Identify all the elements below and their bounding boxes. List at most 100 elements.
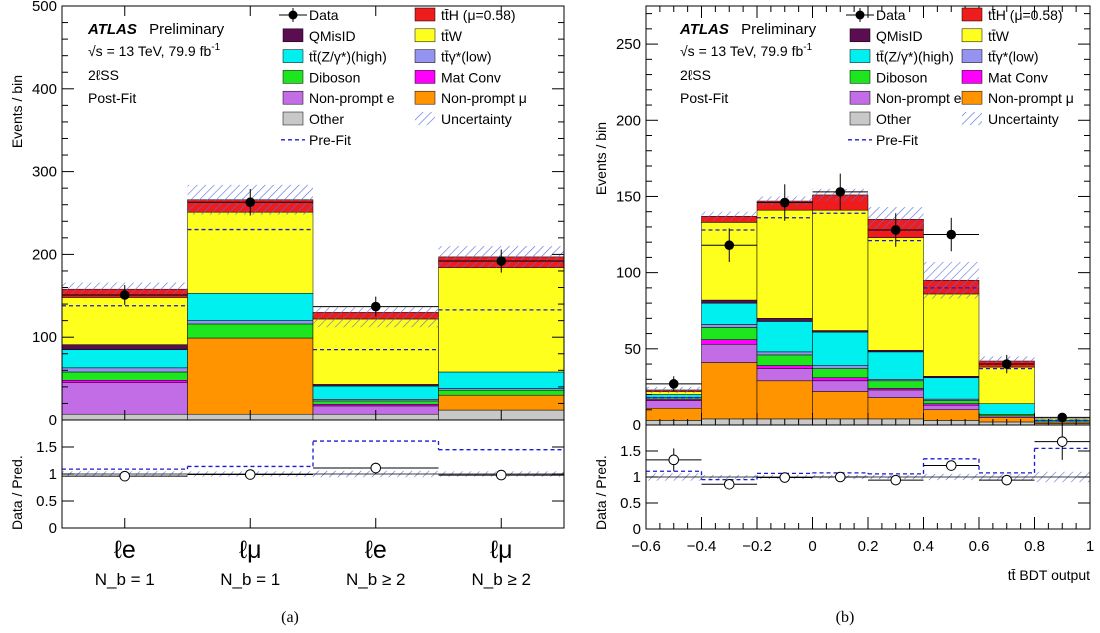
legend-entry-tt-h-0-58: tt̄H (μ=0.58) — [961, 7, 1063, 23]
y-tick-label: 150 — [616, 188, 641, 205]
data-point-bin-3 — [496, 256, 507, 266]
bar-non-prompt-e-bin-0 — [61, 382, 188, 415]
bar-tt-z-high-bin-2 — [756, 321, 813, 353]
legend-entry-tt-w: tt̄W — [961, 28, 1010, 44]
ratio-y-tick-label: 0.5 — [36, 493, 57, 510]
panel-a-ratio-ylabel: Data / Pred. — [9, 455, 25, 530]
panel-a-energy-label: √s = 13 TeV, 79.9 fb — [88, 43, 211, 59]
legend-swatch — [282, 70, 304, 84]
bar-diboson-bin-0 — [61, 371, 188, 381]
y-tick-label: 50 — [624, 341, 641, 358]
y-tick-label: 250 — [616, 36, 641, 53]
ratio-y-tick-label: 1 — [49, 466, 57, 483]
bar-qmisid-bin-1 — [701, 299, 758, 304]
bar-tt-z-high-bin-3 — [812, 331, 869, 366]
legend-entry-pre-fit: Pre-Fit — [848, 132, 918, 148]
legend-label: Data — [309, 7, 339, 23]
panel-a-atlas-title: ATLAS Preliminary — [87, 21, 225, 38]
legend-label: QMisID — [876, 28, 923, 44]
bar-non-prompt-e-bin-4 — [867, 389, 924, 398]
legend-label: tt̄W — [441, 28, 463, 44]
legend-label: Diboson — [876, 69, 927, 85]
panel-b-caption: (b) — [836, 609, 855, 626]
panel-b-energy-text: √s = 13 TeV, 79.9 fb-1 — [680, 42, 813, 59]
bar-diboson-bin-3 — [438, 389, 565, 396]
panel-a-data-points — [62, 188, 564, 317]
data-point-bin-0 — [119, 290, 130, 300]
data-point-bin-5 — [946, 229, 957, 240]
panel-a-energy-text: √s = 13 TeV, 79.9 fb-1 — [88, 42, 221, 59]
legend-label: tt̄H (μ=0.58) — [441, 7, 516, 23]
legend-swatch — [849, 49, 871, 63]
bar-tt-z-high-bin-2 — [312, 385, 439, 400]
panel-b-atlas-title: ATLAS Preliminary — [679, 21, 817, 38]
legend-swatch — [962, 112, 982, 125]
panel-b-data-points — [646, 173, 1090, 423]
y-tick-label: 100 — [616, 265, 641, 282]
legend-swatch — [961, 7, 983, 22]
legend-swatch — [415, 112, 435, 125]
bar-non-prompt-bin-4 — [867, 397, 924, 420]
x-category-sublabel: N_b = 1 — [95, 570, 155, 589]
ratio-point-bin-0 — [668, 454, 680, 466]
x-category-label: ℓμ — [239, 536, 262, 564]
legend-label: tt̄(Z/γ*)(high) — [876, 49, 954, 65]
bar-non-prompt-e-bin-2 — [756, 368, 813, 382]
panel-b-fit-label: Post-Fit — [680, 90, 728, 106]
ratio-point-bin-6 — [1001, 474, 1013, 486]
bar-mat-conv-bin-0 — [61, 380, 188, 383]
legend-entry-mat-conv: Mat Conv — [961, 69, 1048, 85]
legend-swatch — [282, 28, 304, 43]
legend-swatch — [849, 28, 871, 43]
y-tick-label: 500 — [32, 0, 57, 15]
legend-entry-other: Other — [282, 111, 344, 127]
ratio-point-bin-5 — [945, 460, 957, 471]
legend-swatch-marker — [855, 10, 865, 20]
panel-a-preliminary-label: Preliminary — [149, 21, 225, 38]
panel-b-ylabel: Events / bin — [593, 122, 609, 195]
uncertainty-band-bin-2 — [313, 307, 439, 328]
ratio-y-tick-label: 1 — [633, 469, 641, 486]
panel-b-atlas-label: ATLAS — [679, 21, 729, 38]
bar-tt-z-high-bin-1 — [701, 302, 758, 325]
bar-diboson-bin-2 — [312, 400, 439, 405]
bar-non-prompt-bin-1 — [187, 337, 314, 415]
uncertainty-band-bin-1 — [701, 211, 757, 221]
legend-label: Uncertainty — [441, 111, 512, 127]
x-category-label: ℓe — [114, 536, 136, 564]
legend-label: tt̄γ*(low) — [988, 49, 1039, 65]
y-tick-label: 400 — [32, 81, 57, 98]
legend-swatch — [414, 90, 436, 105]
ratio-point-bin-1 — [244, 469, 256, 480]
legend-entry-tt-h-0-58: tt̄H (μ=0.58) — [414, 7, 516, 23]
y-tick-label: 200 — [616, 112, 641, 129]
data-point-bin-6 — [1001, 359, 1012, 369]
panel-b-prefit-line — [646, 212, 1090, 422]
panel-a-axes: 0 100 200 300 400 500 0 0.5 1 1.5 ℓe N_b = 1 ℓμ N_b =… — [32, 0, 565, 589]
y-tick-label: 300 — [32, 164, 57, 181]
data-point-bin-7 — [1057, 412, 1068, 423]
x-category-label: ℓe — [365, 536, 387, 564]
bar-tt-w-bin-1 — [187, 211, 314, 294]
bar-non-prompt-bin-2 — [756, 380, 813, 420]
bar-diboson-bin-4 — [867, 380, 924, 389]
x-tick-label: 0.6 — [969, 538, 990, 555]
data-point-bin-1 — [724, 240, 735, 251]
legend-label: Other — [876, 111, 911, 127]
bar-diboson-bin-1 — [187, 323, 314, 339]
bar-non-prompt-e-bin-5 — [923, 404, 980, 411]
legend-label: Uncertainty — [988, 111, 1059, 127]
legend-swatch — [282, 111, 304, 126]
legend-label: Pre-Fit — [309, 132, 351, 148]
bar-tt-z-high-bin-5 — [923, 377, 980, 400]
panel-a-lumi-exponent: -1 — [211, 42, 220, 53]
bar-diboson-bin-1 — [701, 327, 758, 340]
bar-tt-low-bin-2 — [756, 351, 813, 356]
bar-diboson-bin-3 — [812, 368, 869, 379]
ratio-y-tick-label: 0.5 — [620, 495, 641, 512]
legend-entry-diboson: Diboson — [282, 69, 360, 85]
legend-label: QMisID — [309, 28, 356, 44]
legend-swatch-marker — [288, 10, 298, 20]
ratio-point-bin-0 — [119, 470, 131, 482]
x-tick-label: −0.2 — [742, 538, 772, 555]
